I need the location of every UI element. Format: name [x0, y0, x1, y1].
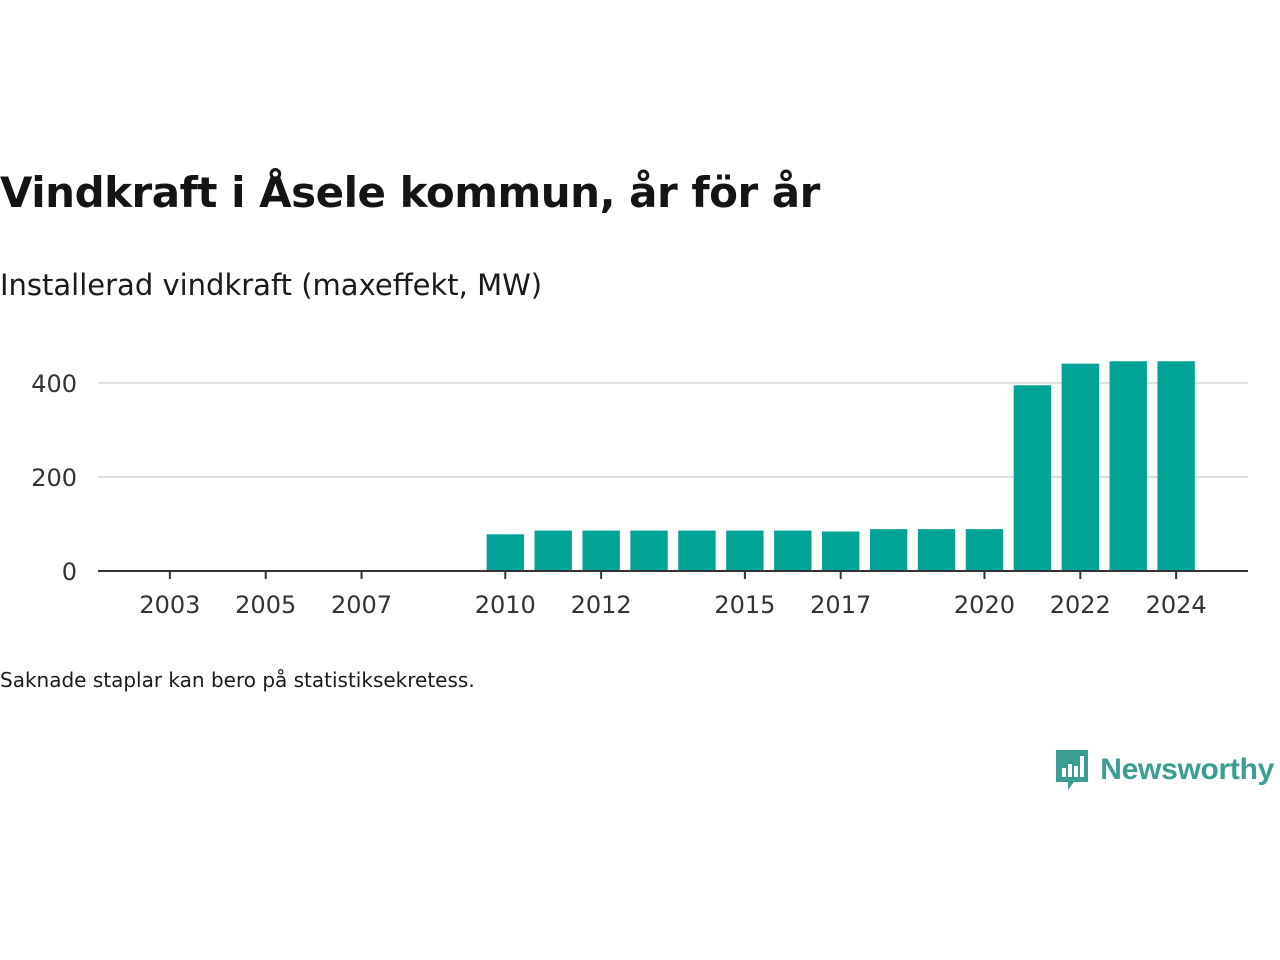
bar-2011 [534, 530, 572, 571]
bar-2012 [582, 530, 620, 571]
bar-chart-speech-bubble-icon [1056, 750, 1089, 790]
x-tick-label: 2020 [954, 591, 1015, 619]
x-tick-label: 2012 [571, 591, 632, 619]
x-tick-label: 2022 [1050, 591, 1111, 619]
bar-2014 [678, 530, 716, 571]
bar-2017 [822, 531, 860, 571]
gridlines [98, 381, 1248, 478]
bar-2010 [486, 534, 524, 571]
bars [486, 361, 1195, 571]
bar-2023 [1109, 361, 1147, 571]
y-tick-label: 200 [31, 464, 77, 492]
bar-chart: 0 200 400 2003 2005 2007 2010 2012 2015 2017 2020 2… [31, 361, 1248, 619]
x-tick-label: 2024 [1146, 591, 1207, 619]
y-tick-label: 0 [62, 558, 77, 586]
bar-2021 [1013, 385, 1052, 571]
bar-2022 [1061, 363, 1099, 571]
x-tick-label: 2010 [475, 591, 536, 619]
bar-2016 [774, 530, 812, 571]
axes: 0 200 400 2003 2005 2007 2010 2012 2015 2017 2020 2… [31, 370, 1248, 619]
bar-2019 [917, 529, 956, 571]
brand-logo: Newsworthy [1054, 748, 1274, 792]
chart-title: Vindkraft i Åsele kommun, år för år [0, 168, 820, 217]
bar-2024 [1157, 361, 1195, 571]
x-tick-label: 2005 [235, 591, 296, 619]
footnote: Saknade staplar kan bero på statistiksek… [0, 668, 475, 692]
bar-2013 [630, 530, 668, 571]
bar-2020 [965, 529, 1004, 571]
bar-2018 [869, 529, 908, 571]
brand-name: Newsworthy [1100, 753, 1274, 786]
chart-subtitle: Installerad vindkraft (maxeffekt, MW) [0, 268, 543, 302]
x-tick-label: 2015 [714, 591, 775, 619]
bar-2015 [726, 530, 764, 571]
x-tick-label: 2007 [331, 591, 392, 619]
x-tick-label: 2003 [139, 591, 200, 619]
x-tick-label: 2017 [810, 591, 871, 619]
y-tick-label: 400 [31, 370, 77, 398]
